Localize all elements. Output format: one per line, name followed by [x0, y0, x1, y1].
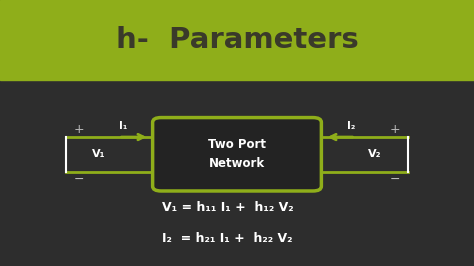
- Text: I₂  = h₂₁ I₁ +  h₂₂ V₂: I₂ = h₂₁ I₁ + h₂₂ V₂: [162, 232, 293, 244]
- Text: h-  Parameters: h- Parameters: [116, 26, 358, 54]
- Text: V₁: V₁: [92, 149, 106, 159]
- Text: I₁: I₁: [119, 121, 128, 131]
- FancyBboxPatch shape: [153, 118, 321, 191]
- Text: V₂: V₂: [368, 149, 382, 159]
- Text: −: −: [390, 173, 401, 186]
- Text: −: −: [73, 173, 84, 186]
- Text: +: +: [390, 123, 401, 136]
- Text: V₁ = h₁₁ I₁ +  h₁₂ V₂: V₁ = h₁₁ I₁ + h₁₂ V₂: [162, 201, 293, 214]
- Text: I₂: I₂: [346, 121, 355, 131]
- Text: Two Port
Network: Two Port Network: [208, 138, 266, 170]
- Text: +: +: [73, 123, 84, 136]
